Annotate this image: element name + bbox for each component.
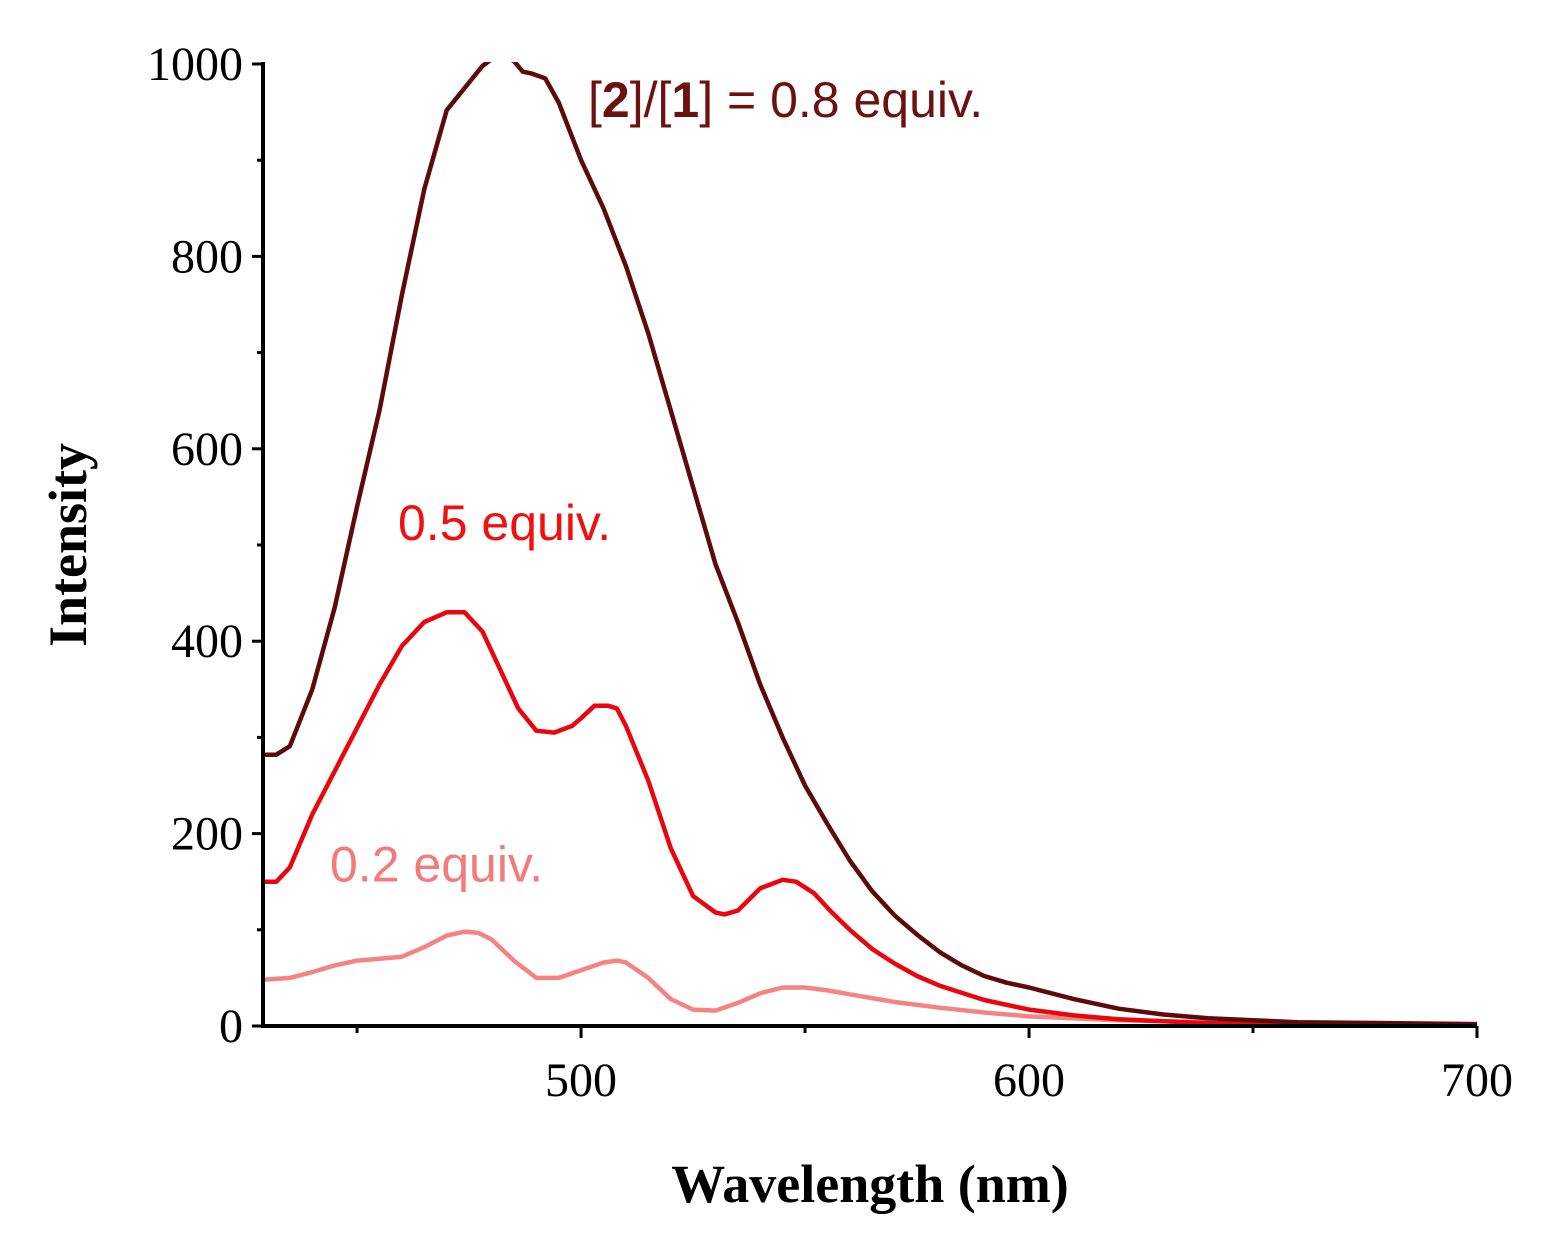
- y-tick-label-800: 800: [171, 230, 243, 283]
- annotation-05: 0.5 equiv.: [398, 495, 611, 551]
- series-line-02: [263, 929, 1477, 1026]
- annotation-02: 0.2 equiv.: [330, 837, 543, 893]
- y-tick-label-0: 0: [219, 1000, 243, 1053]
- x-tick-label-700: 700: [1441, 1054, 1513, 1107]
- x-axis-title: Wavelength (nm): [671, 1154, 1069, 1214]
- y-tick-label-400: 400: [171, 615, 243, 668]
- x-tick-label-600: 600: [993, 1054, 1065, 1107]
- series-layer: [263, 62, 1477, 1026]
- y-axis-title: Intensity: [38, 443, 98, 647]
- series-line-05: [263, 610, 1477, 1026]
- y-tick-label-600: 600: [171, 423, 243, 476]
- axes-layer: 0 200 400 600 800 1000 500 600 700: [147, 38, 1513, 1107]
- y-tick-label-200: 200: [171, 808, 243, 861]
- y-tick-label-1000: 1000: [147, 38, 243, 91]
- annotation-layer: [2]/[1] = 0.8 equiv. 0.5 equiv. 0.2 equiv.: [330, 72, 983, 893]
- x-tick-label-500: 500: [545, 1054, 617, 1107]
- series-line-08: [263, 62, 1477, 1026]
- annotation-08: [2]/[1] = 0.8 equiv.: [588, 72, 983, 128]
